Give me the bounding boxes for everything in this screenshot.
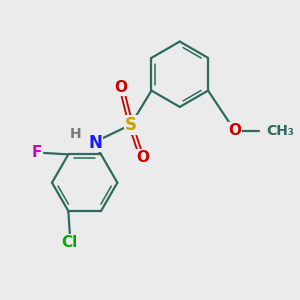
- Text: F: F: [32, 146, 42, 160]
- Text: S: S: [125, 116, 137, 134]
- Text: O: O: [114, 80, 127, 95]
- Text: N: N: [88, 134, 102, 152]
- Text: O: O: [136, 150, 149, 165]
- Text: H: H: [70, 127, 82, 141]
- Text: Cl: Cl: [62, 235, 78, 250]
- Text: CH₃: CH₃: [266, 124, 294, 138]
- Text: O: O: [228, 123, 241, 138]
